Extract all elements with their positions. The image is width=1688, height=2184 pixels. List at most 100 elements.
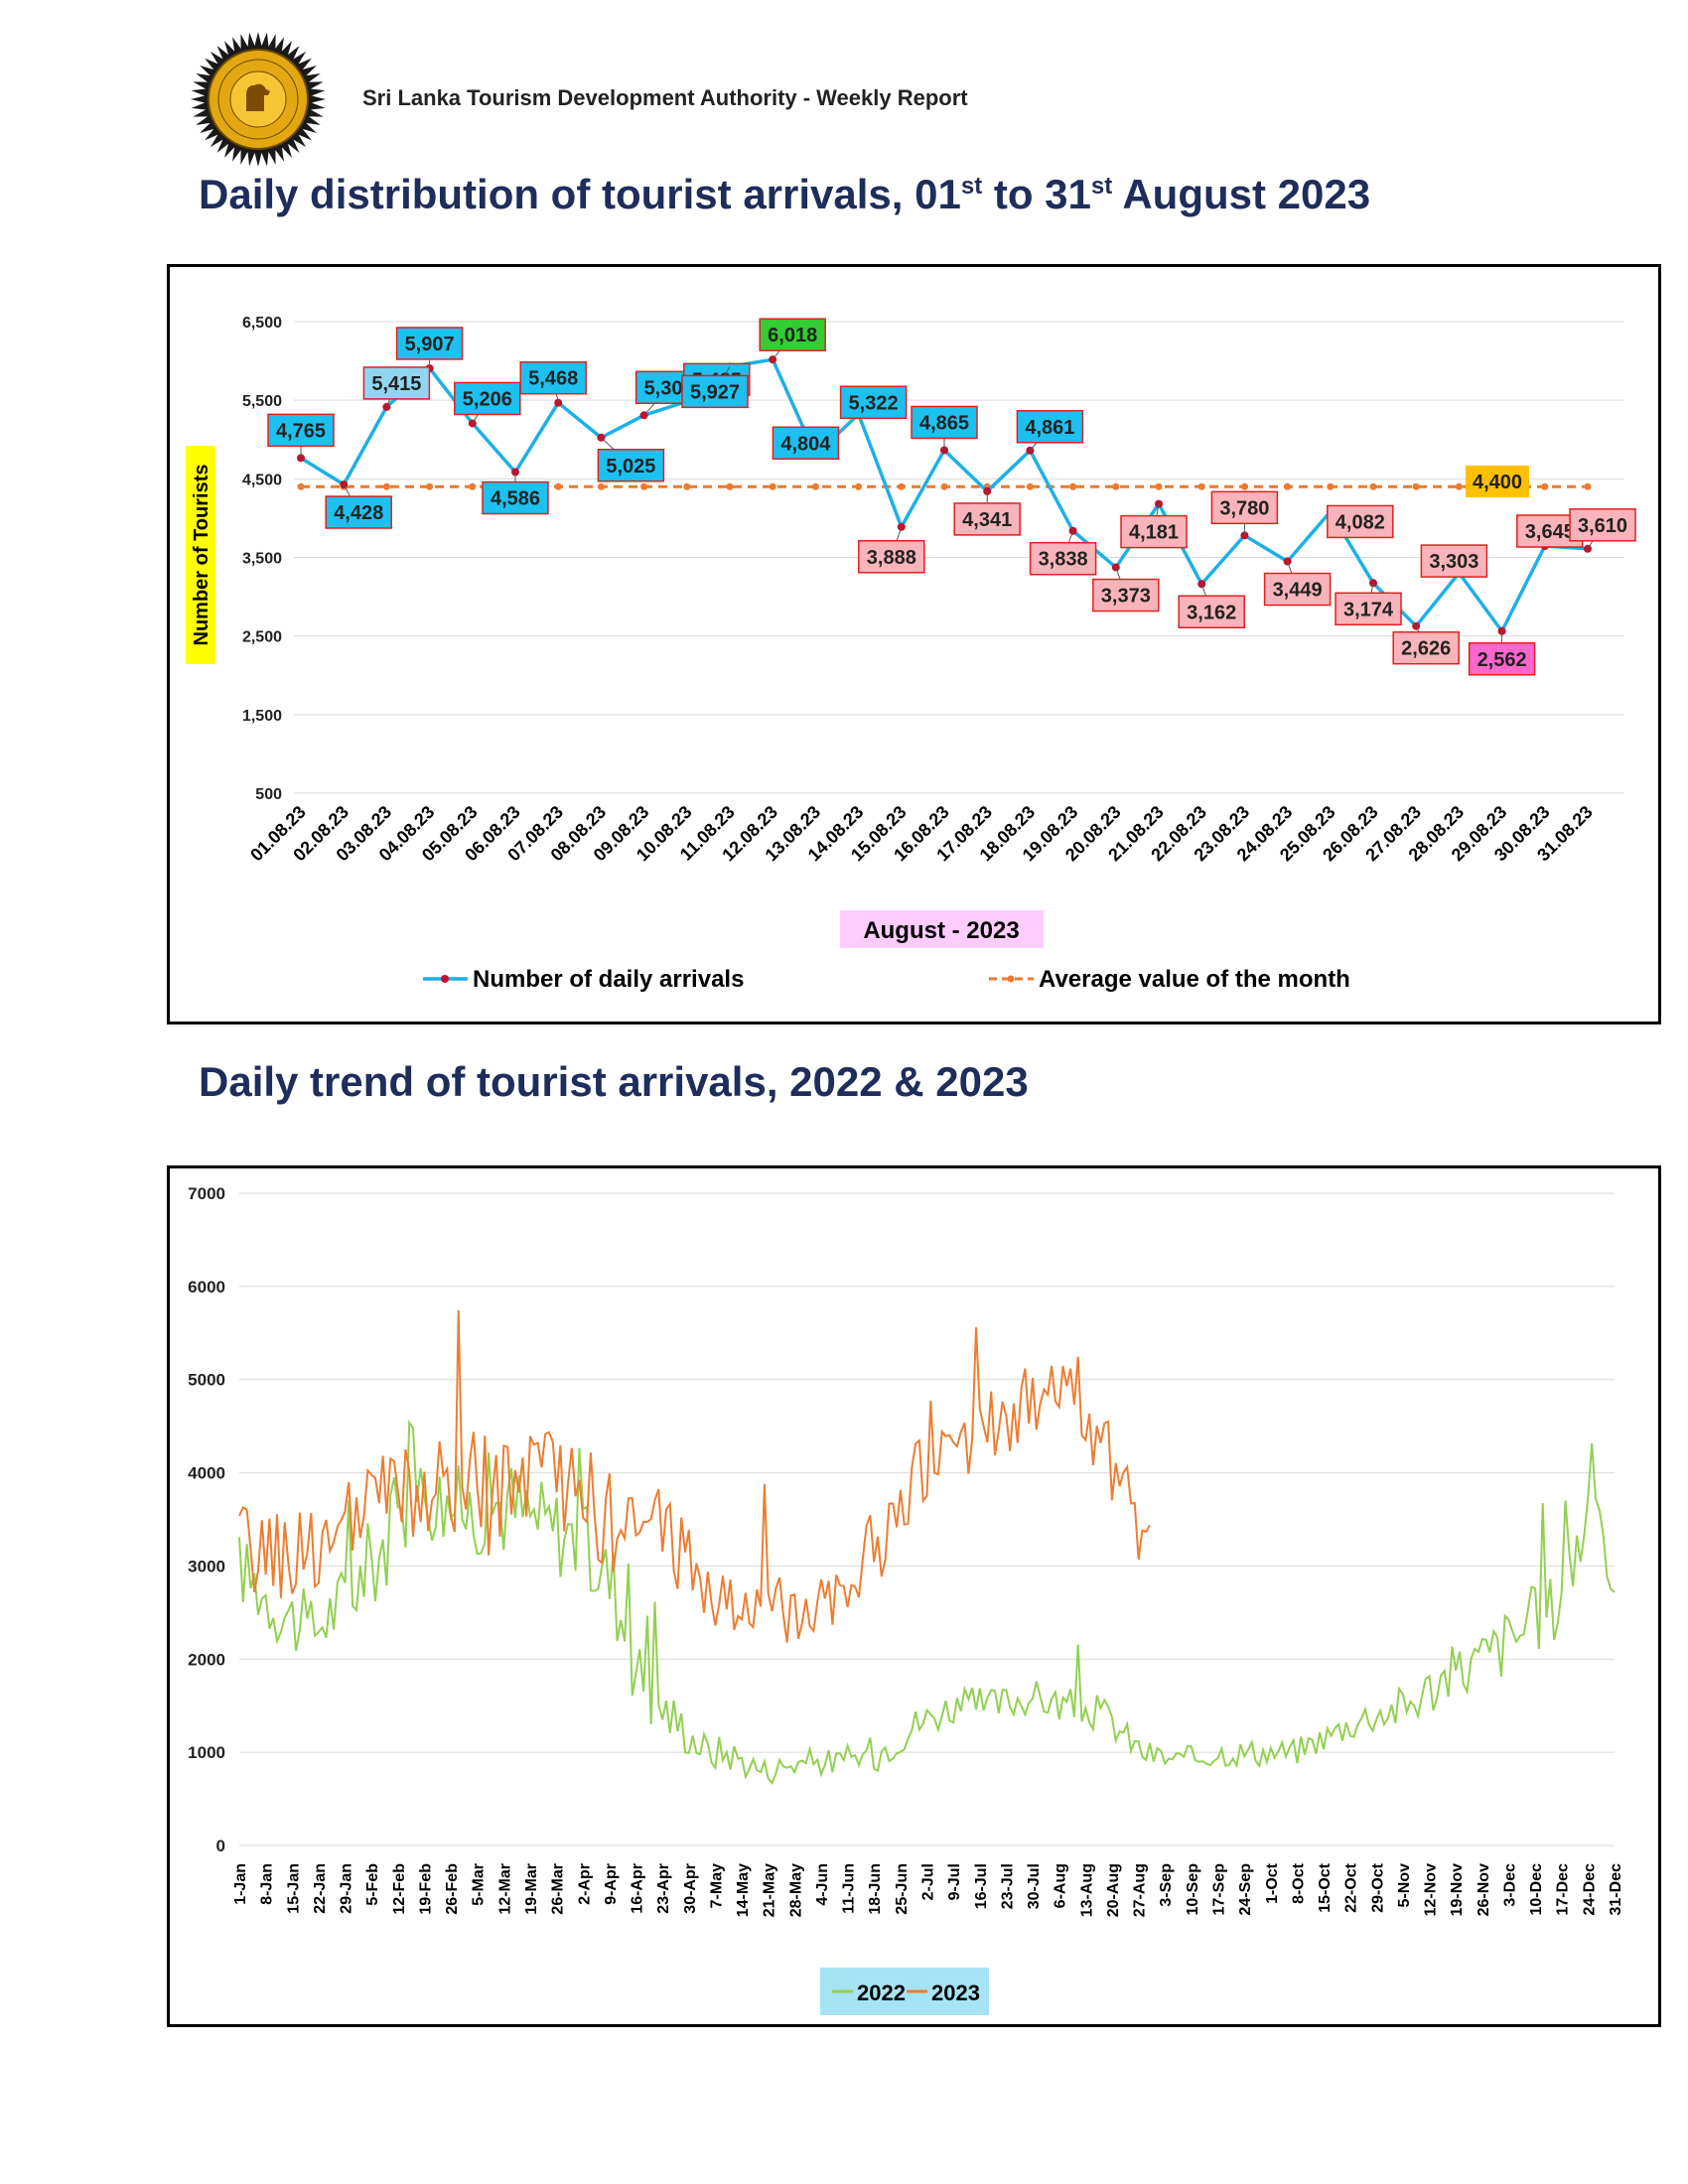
x-tick-label: 8-Oct: [1290, 1862, 1307, 1904]
daily-point: [340, 480, 349, 489]
legend-daily-marker: [441, 975, 449, 983]
average-point: [1541, 482, 1549, 490]
average-point: [1412, 482, 1420, 490]
y-tick-label: 3,500: [242, 551, 282, 568]
x-tick-label: 26-Nov: [1476, 1863, 1492, 1916]
x-tick-label: 20-Aug: [1105, 1863, 1122, 1917]
data-label: 3,303: [1429, 551, 1478, 573]
average-point: [554, 482, 562, 490]
legend-2023-label: 2023: [931, 1980, 980, 2005]
x-tick-label: 17-Dec: [1555, 1863, 1572, 1916]
x-tick-label: 8-Jan: [259, 1863, 276, 1905]
data-label: 3,162: [1187, 602, 1236, 623]
y-tick-label: 500: [255, 786, 282, 803]
sltda-seal-icon: [191, 32, 326, 167]
data-label: 5,927: [690, 381, 740, 403]
data-label: 4,341: [962, 509, 1012, 531]
average-point: [769, 482, 776, 490]
x-tick-label: 2-Jul: [920, 1863, 937, 1900]
y-tick-label: 5000: [188, 1371, 225, 1390]
x-tick-label: 4-Jun: [814, 1863, 831, 1906]
y-tick-label: 2,500: [242, 629, 282, 646]
data-label-box: [772, 426, 840, 461]
average-point: [683, 482, 691, 490]
x-tick-label: 31-Dec: [1608, 1863, 1624, 1916]
data-label: 5,322: [849, 392, 899, 414]
x-tick-label: 6-Aug: [1053, 1863, 1069, 1908]
x-tick-label: 13-Aug: [1078, 1863, 1095, 1917]
data-label-box: [953, 502, 1021, 536]
data-label-box: [1092, 578, 1160, 613]
data-label-box: [395, 327, 464, 360]
y-tick-label: 2000: [188, 1650, 225, 1669]
series-2023-line: [238, 1309, 1151, 1643]
data-label-box: [759, 318, 826, 351]
daily-point: [1197, 580, 1206, 589]
data-label-box: [681, 374, 749, 409]
y-axis-label-group: Number of Tourists: [186, 446, 215, 664]
average-point: [597, 482, 605, 490]
data-label: 3,838: [1039, 549, 1088, 571]
x-tick-label: 10-Sep: [1185, 1863, 1201, 1916]
data-label-box: [1327, 504, 1394, 539]
data-label-box: [1178, 595, 1245, 629]
y-axis-label: Number of Tourists: [191, 465, 212, 646]
x-tick-label: 17-Sep: [1210, 1863, 1227, 1916]
y-tick-label: 6,500: [242, 315, 282, 332]
daily-point: [1412, 621, 1421, 630]
data-label: 4,865: [919, 412, 969, 434]
average-point: [898, 482, 906, 490]
x-tick-label: 21-May: [762, 1863, 778, 1917]
data-label-box: [362, 366, 431, 400]
average-point: [297, 482, 305, 490]
data-label: 2,562: [1477, 649, 1527, 671]
x-tick-label: 19-Feb: [417, 1863, 434, 1915]
y-tick-label: 0: [216, 1837, 225, 1855]
x-tick-label: 1-Jan: [232, 1863, 249, 1905]
data-label-box: [519, 360, 587, 395]
data-label: 3,174: [1343, 599, 1394, 620]
x-tick-label: 29-Oct: [1369, 1862, 1386, 1912]
x-tick-label: 11-Jun: [841, 1863, 858, 1914]
data-label-box: [1210, 490, 1279, 525]
data-label: 3,449: [1273, 580, 1323, 602]
x-tick-label: 26-Mar: [550, 1863, 567, 1915]
daily-point: [1240, 531, 1249, 540]
x-tick-label: 10-Dec: [1528, 1863, 1545, 1916]
data-label-box: [597, 449, 665, 482]
data-label-box: [325, 495, 392, 529]
data-label: 4,428: [334, 502, 383, 524]
chart1-title-part: August 2023: [1112, 171, 1371, 217]
x-tick-label: 23-Jul: [999, 1863, 1016, 1909]
x-tick-label: 9-Jul: [946, 1863, 963, 1900]
y-tick-label: 4,500: [242, 472, 282, 488]
x-tick-label: 7-May: [708, 1863, 725, 1908]
chart1-title-part: to 31: [982, 171, 1091, 217]
data-label-box: [1569, 508, 1636, 542]
data-label-box: [1335, 592, 1402, 626]
data-label-box: [267, 413, 335, 448]
x-tick-label: 9-Apr: [603, 1863, 620, 1905]
x-tick-label: 16-Jul: [973, 1863, 990, 1909]
x-axis-label: August - 2023: [863, 917, 1019, 944]
average-point: [1284, 482, 1292, 490]
average-point: [426, 482, 434, 490]
x-tick-label: 22-Oct: [1343, 1862, 1360, 1912]
average-point: [1026, 482, 1034, 490]
x-tick-label: 18-Jun: [867, 1863, 884, 1915]
x-tick-label: 19-Nov: [1449, 1863, 1466, 1916]
y-axis-label-bg: [186, 446, 215, 664]
x-tick-label: 25-Jun: [894, 1863, 911, 1915]
average-point: [1240, 482, 1248, 490]
daily-point: [1497, 626, 1506, 635]
average-label-box: [1466, 466, 1529, 497]
data-label: 4,586: [491, 488, 540, 510]
yearly-trend-chart: 0 1000 2000 3000 4000 5000 6000 7000 1-Jan 8-Jan 1…: [188, 1184, 1624, 2015]
average-point: [940, 482, 948, 490]
x-tick-label: 29-Jan: [339, 1863, 355, 1914]
data-label: 4,082: [1336, 511, 1385, 533]
x-tick-label: 27-Aug: [1132, 1863, 1149, 1917]
data-label: 5,025: [606, 456, 655, 478]
legend-average-marker: [1007, 975, 1015, 983]
x-tick-label: 3-Sep: [1158, 1863, 1175, 1907]
